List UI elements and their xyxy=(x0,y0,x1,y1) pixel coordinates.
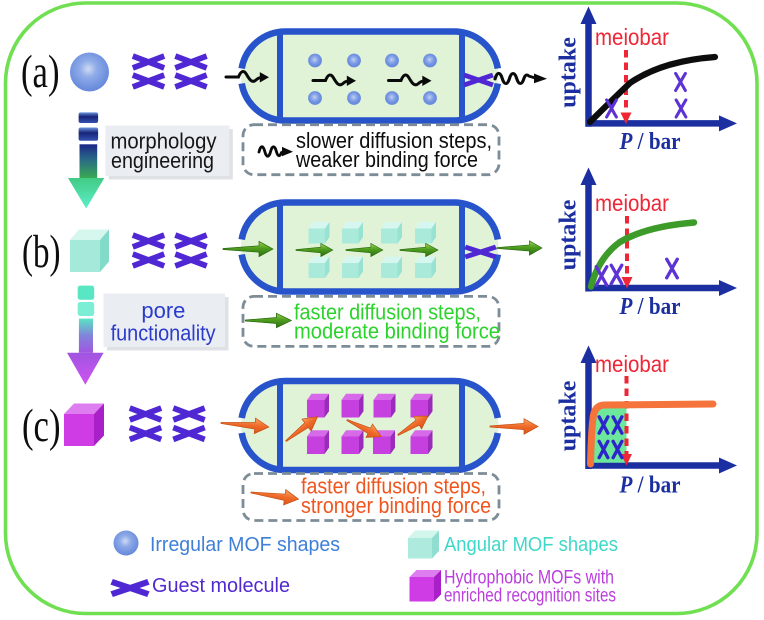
svg-text:stronger binding force: stronger binding force xyxy=(301,493,491,518)
svg-text:enriched recognition sites: enriched recognition sites xyxy=(444,586,616,607)
svg-text:Hydrophobic MOFs with: Hydrophobic MOFs with xyxy=(444,568,614,589)
svg-text:P / bar: P / bar xyxy=(619,473,681,499)
svg-text:Angular MOF shapes: Angular MOF shapes xyxy=(444,534,618,556)
svg-text:pore: pore xyxy=(141,298,185,323)
svg-text:Guest molecule: Guest molecule xyxy=(152,575,290,597)
svg-text:P / bar: P / bar xyxy=(619,129,681,155)
svg-text:faster diffusion steps,: faster diffusion steps, xyxy=(294,300,481,325)
svg-text:functionality: functionality xyxy=(111,321,216,346)
svg-text:faster diffusion steps,: faster diffusion steps, xyxy=(301,474,486,499)
svg-text:P / bar: P / bar xyxy=(619,294,681,320)
svg-text:slower diffusion steps,: slower diffusion steps, xyxy=(296,128,492,153)
svg-text:(a): (a) xyxy=(21,46,60,98)
svg-text:uptake: uptake xyxy=(556,380,582,451)
svg-text:weaker binding force: weaker binding force xyxy=(295,147,478,172)
svg-text:Irregular MOF shapes: Irregular MOF shapes xyxy=(150,534,340,556)
svg-text:morphology: morphology xyxy=(111,129,217,154)
svg-text:uptake: uptake xyxy=(556,199,582,270)
svg-text:meiobar: meiobar xyxy=(595,351,669,377)
svg-text:(b): (b) xyxy=(22,226,61,278)
svg-text:moderate binding force: moderate binding force xyxy=(294,319,500,344)
svg-text:meiobar: meiobar xyxy=(595,24,669,50)
svg-text:(c): (c) xyxy=(22,400,61,452)
svg-text:meiobar: meiobar xyxy=(595,190,669,216)
svg-text:engineering: engineering xyxy=(111,148,214,173)
svg-text:uptake: uptake xyxy=(556,37,582,108)
